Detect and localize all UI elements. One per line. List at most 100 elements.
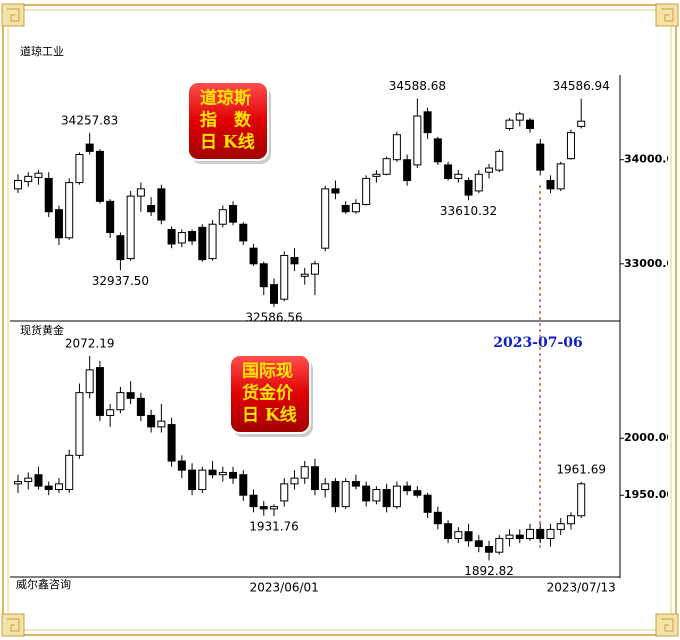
candle-body — [331, 188, 340, 194]
candle-body — [218, 209, 227, 225]
candle-body — [126, 392, 135, 399]
candle-body — [167, 424, 176, 462]
candle-body — [566, 132, 575, 160]
label-box-text: 货金价 — [242, 383, 294, 404]
label-box-text: 指 数 — [200, 110, 252, 131]
candle-body — [495, 538, 504, 553]
high-label: 1961.69 — [556, 462, 606, 476]
candle-body — [167, 228, 176, 245]
candle-body — [341, 205, 350, 213]
x-tick-label: 2023/06/01 — [250, 581, 319, 595]
candle-body — [290, 257, 299, 265]
y-tick-label: 2000.00 — [624, 431, 674, 444]
candle-body — [95, 367, 104, 416]
low-label: 1931.76 — [249, 520, 299, 534]
candle-body — [14, 180, 22, 190]
label-box-text: 日 K线 — [242, 405, 297, 426]
candle-body — [556, 523, 565, 530]
candle-body — [310, 263, 319, 275]
plot: 道琼工业 34000.00 33000.00 34257.83 32937.50 3258… — [14, 44, 680, 595]
candle-body — [157, 188, 166, 221]
candle-body — [290, 477, 299, 485]
candle-body — [126, 195, 135, 260]
candle-body — [577, 483, 586, 517]
candle-body — [403, 485, 412, 492]
candle-body — [454, 173, 463, 179]
candle-body — [515, 113, 524, 121]
candle-body — [198, 226, 207, 261]
candle-body — [382, 158, 391, 175]
candle-body — [85, 143, 94, 152]
candle-body — [495, 150, 504, 171]
candle-body — [106, 200, 115, 234]
candle-body — [147, 414, 156, 428]
high-label: 34257.83 — [61, 113, 118, 127]
candle-body — [362, 485, 371, 502]
candle-body — [526, 528, 534, 540]
candle-body — [54, 483, 63, 491]
candle-body — [188, 469, 197, 491]
candle-body — [331, 481, 340, 508]
panel-title: 现货黄金 — [20, 323, 64, 337]
label-box — [229, 354, 311, 434]
candle-body — [280, 254, 289, 300]
frame-inner — [7, 9, 672, 631]
candle-body — [65, 454, 74, 491]
candle-body — [157, 420, 166, 428]
candle-body — [249, 494, 258, 508]
candle-body — [188, 231, 197, 242]
candle-body — [229, 471, 238, 479]
low-label: 32937.50 — [92, 274, 149, 288]
candle-body — [136, 188, 145, 197]
candle-body — [536, 143, 545, 171]
date-marker-label: 2023-07-06 — [493, 335, 583, 351]
candle-body — [341, 481, 350, 508]
candle-body — [474, 173, 483, 192]
x-tick-label: 2023/07/13 — [547, 581, 616, 595]
candle-body — [423, 494, 432, 513]
candle-body — [536, 528, 545, 540]
candle-body — [177, 460, 186, 471]
candle-body — [24, 477, 33, 483]
candle-body — [65, 182, 74, 239]
panel-title: 道琼工业 — [20, 44, 64, 58]
candle-body — [474, 540, 483, 548]
candle-body — [310, 466, 319, 491]
candle-body — [321, 483, 330, 491]
frame-outer — [2, 4, 677, 636]
y-tick-label: 34000.00 — [624, 153, 680, 166]
candle-body — [54, 209, 63, 239]
candle-body — [116, 235, 125, 261]
candle-body — [270, 506, 278, 510]
candle-body — [249, 247, 258, 265]
candle-body — [259, 263, 268, 288]
candle-body — [403, 159, 412, 182]
candle-body — [106, 409, 115, 416]
low-label: 32586.56 — [245, 310, 302, 324]
candle-body — [433, 138, 442, 163]
candle-body — [147, 205, 156, 213]
candle-body — [546, 528, 555, 540]
candle-body — [34, 474, 43, 487]
candle-body — [392, 134, 401, 161]
candle-body — [413, 490, 422, 496]
candle-body — [177, 232, 186, 244]
candle-body — [362, 177, 371, 205]
candle-body — [485, 167, 494, 173]
candle-body — [116, 392, 125, 411]
candle-body — [85, 369, 94, 394]
candle-body — [515, 534, 524, 540]
y-tick-label: 33000.00 — [624, 257, 680, 270]
candle-body — [218, 471, 227, 476]
candle-body — [239, 223, 248, 242]
candle-body — [454, 531, 463, 540]
candle-body — [372, 173, 381, 177]
candle-body — [546, 180, 555, 190]
candle-body — [208, 223, 217, 260]
candle-body — [372, 489, 381, 502]
candle-body — [577, 120, 586, 127]
high-label: 34588.68 — [389, 79, 446, 93]
low-label: 33610.32 — [440, 204, 497, 218]
candle-body — [75, 392, 84, 456]
candle-body — [351, 202, 360, 213]
